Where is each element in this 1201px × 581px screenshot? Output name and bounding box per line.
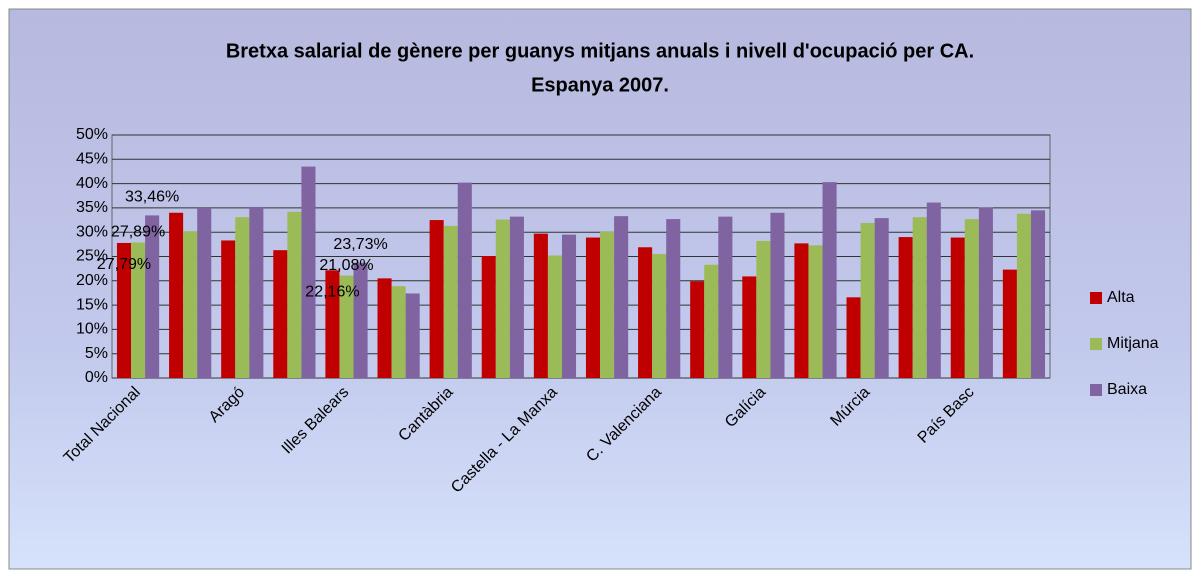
bar [325, 270, 340, 378]
bar [1002, 269, 1017, 378]
y-tick-label: 30% [76, 223, 108, 240]
bar [197, 207, 212, 378]
bar [249, 206, 264, 378]
bar [183, 231, 198, 378]
bar [846, 297, 861, 378]
bar [457, 182, 472, 378]
chart-subtitle: Espanya 2007. [531, 74, 669, 96]
bar [860, 222, 875, 378]
bar [978, 207, 993, 378]
bar [145, 215, 160, 378]
bar [874, 218, 889, 378]
bar [547, 255, 562, 378]
data-label: 33,46% [125, 189, 179, 206]
data-label: 22,16% [305, 284, 359, 301]
bar [600, 231, 615, 378]
bar [405, 293, 420, 378]
y-tick-label: 45% [76, 151, 108, 168]
bar [964, 219, 979, 378]
bar [898, 237, 913, 378]
legend-swatch [1090, 292, 1102, 304]
y-tick-label: 20% [76, 272, 108, 289]
bar [561, 234, 577, 378]
y-tick-label: 10% [76, 321, 108, 338]
bar [912, 217, 927, 378]
bar [926, 202, 941, 378]
bar [666, 219, 681, 378]
bar [742, 276, 757, 378]
y-tick-label: 40% [76, 175, 108, 192]
bar [585, 237, 601, 378]
data-label: 21,08% [319, 257, 373, 274]
bar [770, 212, 785, 378]
data-label: 27,89% [111, 224, 165, 241]
legend-label: Baixa [1107, 381, 1147, 398]
bar [169, 212, 184, 378]
bar [377, 278, 392, 378]
bar [339, 275, 354, 378]
bar [704, 264, 719, 378]
bar [794, 243, 809, 378]
bar [614, 216, 629, 378]
bar [718, 216, 733, 378]
bar [131, 242, 146, 378]
bar [353, 262, 368, 378]
bar [429, 220, 444, 378]
bar [273, 250, 288, 378]
y-tick-label: 0% [85, 369, 108, 386]
bar [481, 256, 496, 378]
y-tick-label: 35% [76, 199, 108, 216]
bar [287, 211, 302, 378]
bar [638, 247, 653, 378]
bar [950, 237, 965, 378]
y-tick-label: 5% [85, 345, 108, 362]
bar [391, 286, 406, 378]
bar [756, 240, 771, 378]
legend-swatch [1090, 384, 1102, 396]
bar [495, 219, 510, 378]
bar [533, 233, 548, 378]
bar [235, 217, 250, 378]
bar [509, 216, 524, 378]
legend-swatch [1090, 338, 1102, 350]
chart-title: Bretxa salarial de gènere per guanys mit… [226, 40, 974, 62]
bar [690, 281, 705, 378]
bar [808, 245, 823, 378]
legend-label: Alta [1107, 289, 1135, 306]
data-label: 23,73% [333, 236, 387, 253]
bar [116, 242, 132, 378]
bar [1030, 210, 1046, 378]
legend-label: Mitjana [1107, 335, 1159, 352]
y-tick-label: 50% [76, 126, 108, 143]
bar [652, 254, 667, 378]
bar [221, 240, 236, 378]
data-label: 27,79% [97, 256, 151, 273]
y-tick-label: 15% [76, 296, 108, 313]
bar [443, 225, 458, 378]
y-tick-label: 25% [76, 248, 108, 265]
bar [301, 166, 316, 378]
bar [1016, 213, 1031, 378]
bar [822, 182, 837, 378]
